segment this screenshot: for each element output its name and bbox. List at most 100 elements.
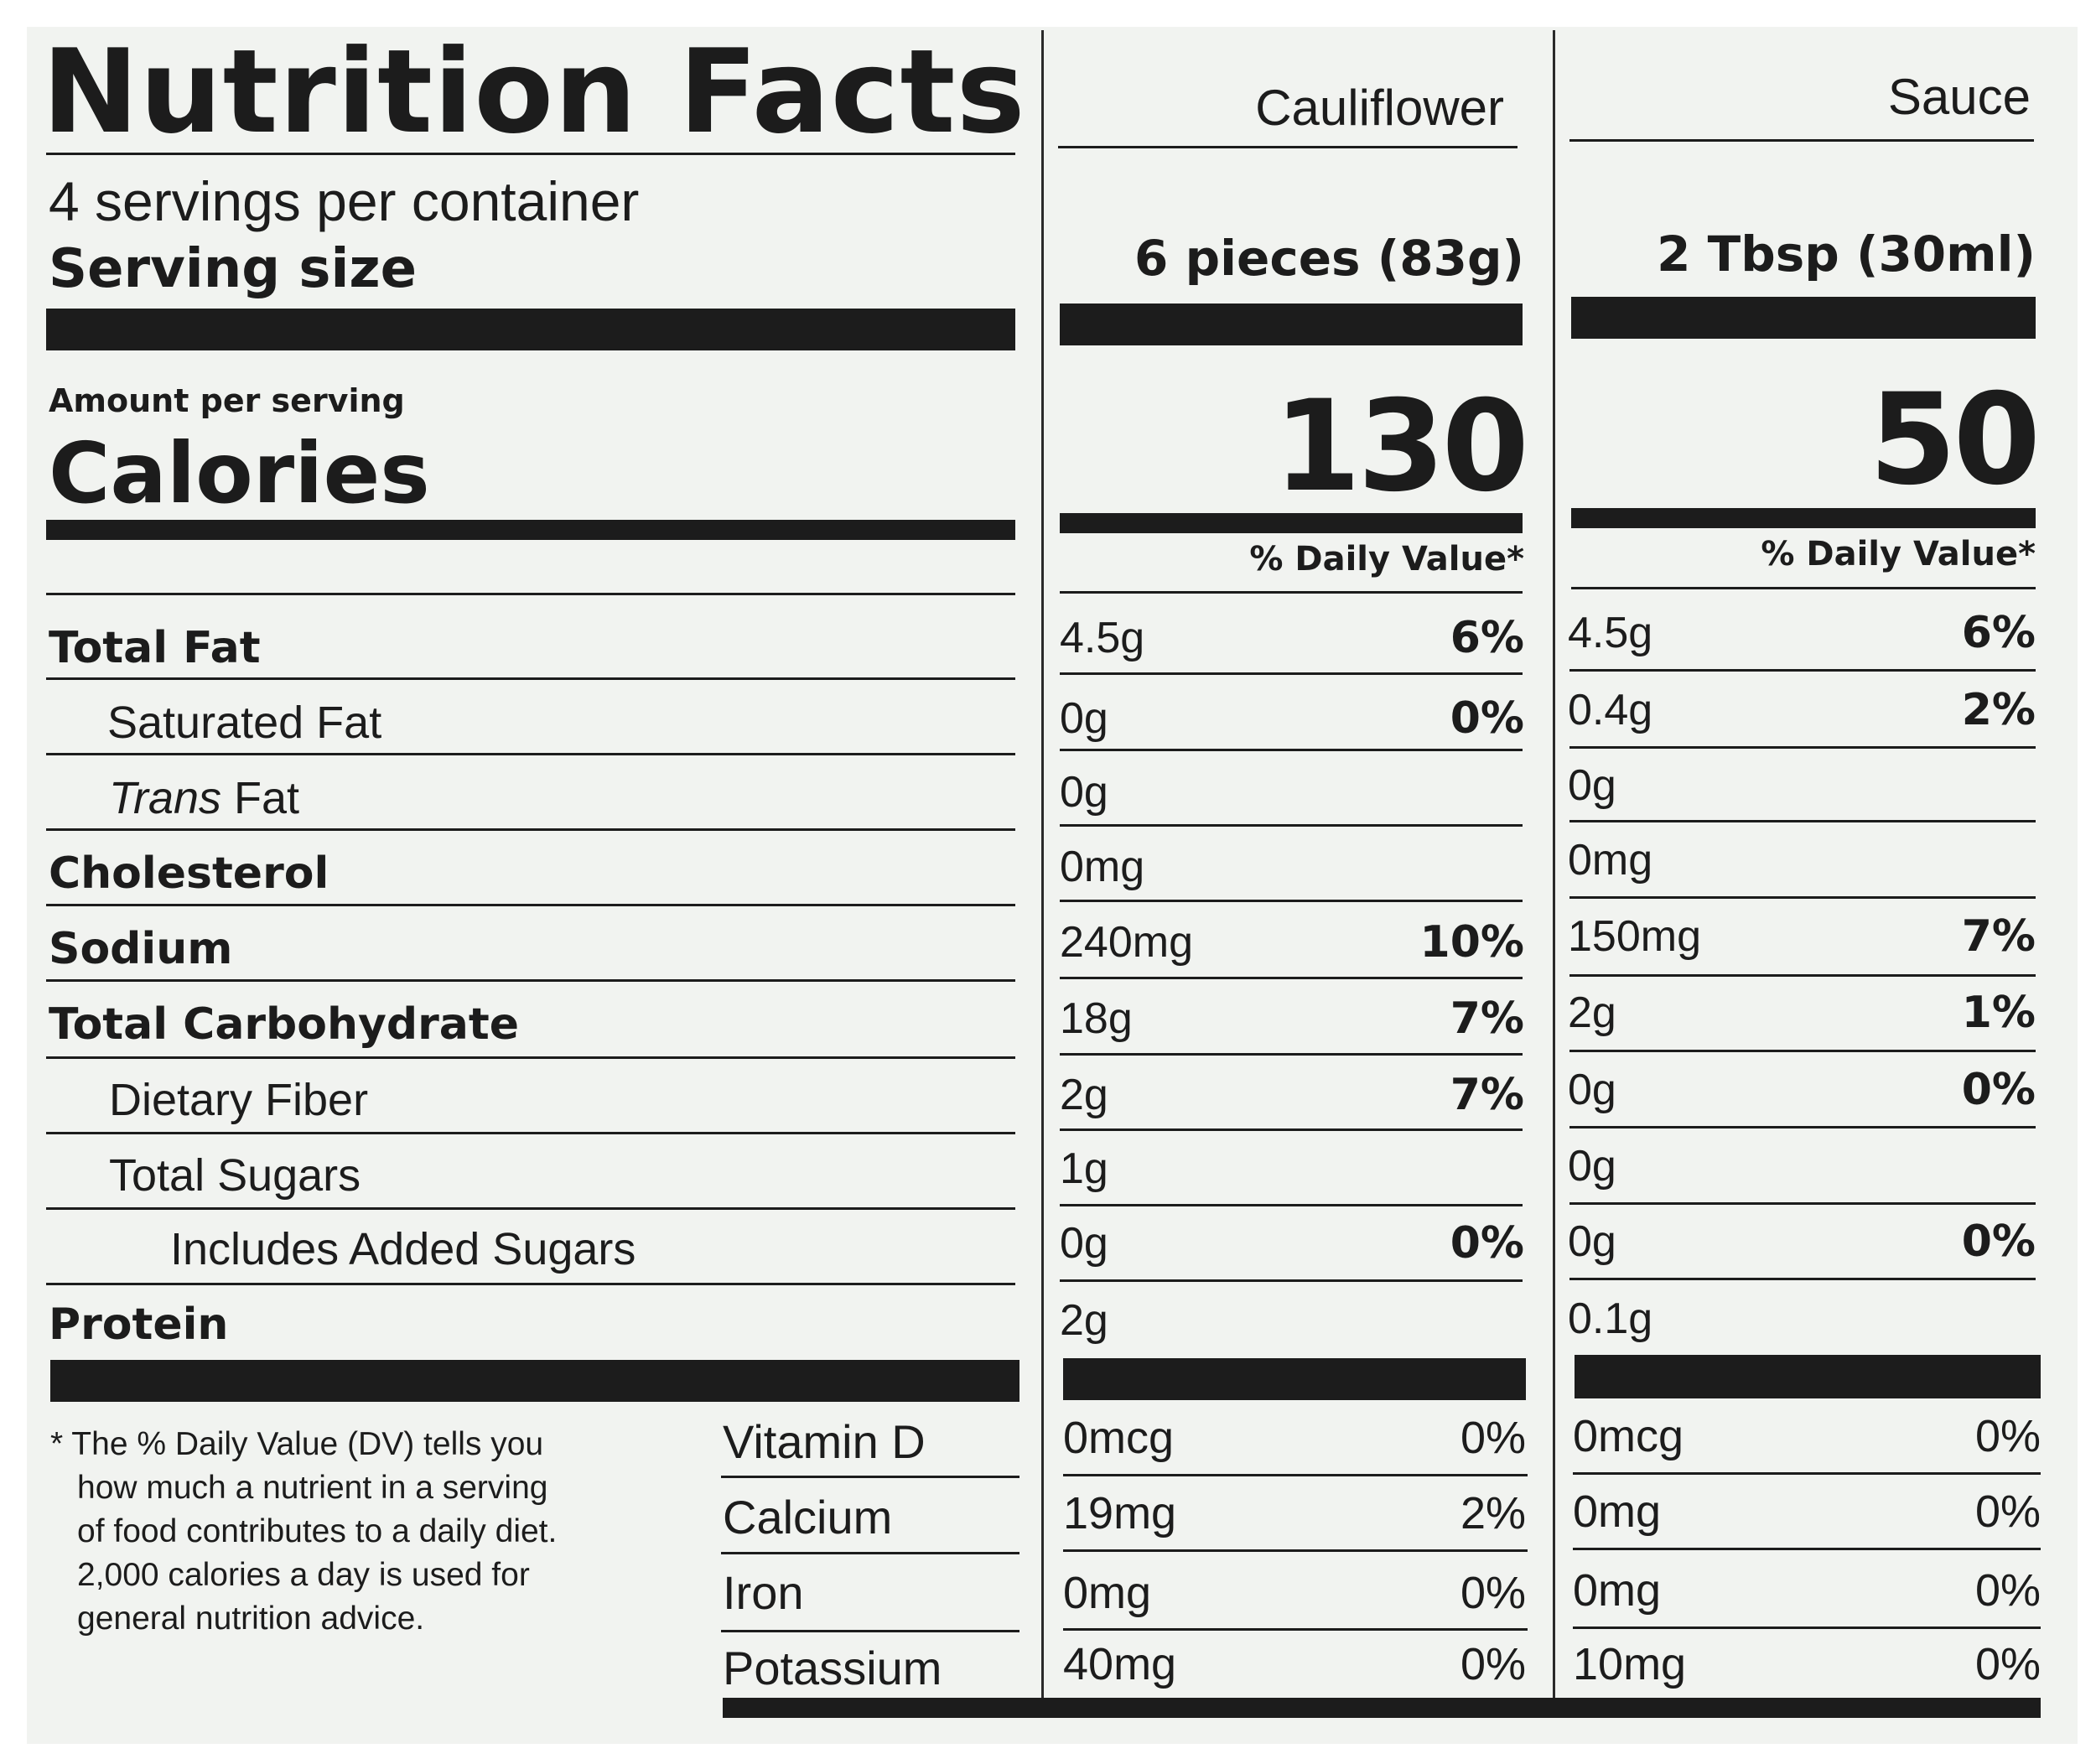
sauce-dv-header: % Daily Value* — [1761, 535, 2036, 573]
vitamin-rule — [1573, 1472, 2041, 1475]
vitamin-d-label: Vitamin D — [723, 1415, 926, 1468]
dietary-fiber-label: Dietary Fiber — [109, 1075, 369, 1125]
protein-thick-rule-left — [50, 1360, 1019, 1402]
sauce-total-fat-dv: 6% — [1961, 608, 2036, 658]
protein-thick-rule — [1063, 1358, 1526, 1400]
sauce-cholesterol-amount: 0mg — [1568, 836, 1653, 885]
iron-label: Iron — [723, 1566, 804, 1619]
row-rule — [1569, 820, 2036, 822]
sauce-vitamin-d-amount: 0mcg — [1573, 1411, 1684, 1461]
column-name-rule — [1058, 146, 1518, 148]
added-sugars-label: Includes Added Sugars — [170, 1224, 636, 1274]
row-rule — [1569, 1202, 2036, 1205]
cholesterol-label: Cholesterol — [49, 848, 329, 899]
row-rule — [46, 1283, 1015, 1285]
cauliflower-iron-amount: 0mg — [1063, 1568, 1152, 1618]
amount-per-serving: Amount per serving — [49, 382, 405, 419]
protein-thick-rule — [1575, 1355, 2041, 1398]
sauce-potassium-amount: 10mg — [1573, 1639, 1687, 1689]
row-rule — [46, 1132, 1015, 1134]
row-rule — [1060, 1128, 1523, 1131]
total-carbohydrate-label: Total Carbohydrate — [49, 999, 520, 1050]
sodium-label: Sodium — [49, 924, 233, 974]
sauce-column-name: Sauce — [1887, 69, 2031, 125]
cauliflower-dv-header: % Daily Value* — [1249, 540, 1524, 578]
calories-label: Calories — [49, 424, 430, 522]
row-rule — [46, 1207, 1015, 1210]
sauce-dietary-fiber-amount: 0g — [1568, 1066, 1616, 1114]
cauliflower-vitamin-d-amount: 0mcg — [1063, 1413, 1175, 1463]
row-rule — [46, 677, 1015, 680]
total-sugars-label: Total Sugars — [109, 1150, 361, 1201]
footnote-line-1: * The % Daily Value (DV) tells you — [50, 1426, 544, 1462]
cauliflower-serving-size: 6 pieces (83g) — [1134, 230, 1524, 287]
cauliflower-total-carbohydrate-amount: 18g — [1060, 994, 1133, 1043]
cauliflower-total-fat-amount: 4.5g — [1060, 614, 1145, 662]
row-rule — [1060, 900, 1523, 902]
row-rule — [1060, 672, 1523, 675]
cauliflower-calcium-amount: 19mg — [1063, 1488, 1177, 1538]
cauliflower-total-sugars-amount: 1g — [1060, 1144, 1108, 1193]
row-rule — [1569, 896, 2036, 899]
row-rule — [1569, 974, 2036, 977]
vitamin-rule — [721, 1476, 1019, 1478]
footnote-line-2: how much a nutrient in a serving — [77, 1470, 548, 1506]
bottom-thick-rule — [723, 1698, 2041, 1718]
sauce-total-sugars-amount: 0g — [1568, 1142, 1616, 1191]
vitamin-rule — [1573, 1548, 2041, 1550]
calories-thick-rule — [1060, 513, 1523, 533]
cauliflower-trans-fat-amount: 0g — [1060, 768, 1108, 817]
potassium-label: Potassium — [723, 1642, 942, 1694]
cauliflower-saturated-fat-amount: 0g — [1060, 694, 1108, 743]
row-rule — [46, 1056, 1015, 1059]
sauce-added-sugars-dv: 0% — [1961, 1217, 2036, 1267]
total-fat-label: Total Fat — [49, 623, 261, 673]
protein-label: Protein — [49, 1300, 229, 1350]
sauce-vitamin-d-dv: 0% — [1974, 1411, 2041, 1461]
vitamin-rule — [1573, 1627, 2041, 1629]
saturated-fat-label: Saturated Fat — [107, 698, 382, 748]
sauce-serving-size: 2 Tbsp (30ml) — [1657, 226, 2036, 283]
sauce-saturated-fat-dv: 2% — [1961, 685, 2036, 735]
footnote-line-5: general nutrition advice. — [77, 1601, 425, 1637]
column-divider-left — [1041, 30, 1044, 1699]
vitamin-rule — [1063, 1628, 1528, 1631]
sauce-calcium-amount: 0mg — [1573, 1486, 1662, 1537]
row-rule — [1060, 749, 1523, 751]
row-rule — [1569, 746, 2036, 749]
serving-size-label: Serving size — [49, 238, 418, 300]
servings-per-container: 4 servings per container — [49, 170, 640, 232]
row-rule — [46, 753, 1015, 755]
cauliflower-protein-amount: 2g — [1060, 1296, 1108, 1345]
cauliflower-potassium-dv: 0% — [1460, 1639, 1526, 1689]
vitamin-rule — [1063, 1549, 1528, 1552]
sauce-iron-dv: 0% — [1974, 1565, 2041, 1616]
vitamin-rule — [721, 1552, 1019, 1554]
cauliflower-calories: 130 — [1273, 374, 1529, 520]
row-rule — [46, 828, 1015, 831]
cauliflower-sodium-amount: 240mg — [1060, 918, 1193, 967]
sauce-iron-amount: 0mg — [1573, 1565, 1662, 1616]
vitamin-rule — [1063, 1474, 1528, 1476]
vitamin-rule — [721, 1630, 1019, 1632]
sauce-added-sugars-amount: 0g — [1568, 1217, 1616, 1266]
cauliflower-column-name: Cauliflower — [1255, 80, 1504, 136]
footnote-line-4: 2,000 calories a day is used for — [77, 1557, 530, 1593]
sauce-protein-amount: 0.1g — [1568, 1294, 1653, 1343]
sauce-calcium-dv: 0% — [1974, 1486, 2041, 1537]
row-rule — [1060, 1279, 1523, 1282]
calcium-label: Calcium — [723, 1491, 893, 1544]
cauliflower-potassium-amount: 40mg — [1063, 1639, 1177, 1689]
row-rule — [46, 904, 1015, 906]
cauliflower-added-sugars-amount: 0g — [1060, 1219, 1108, 1268]
sauce-calories: 50 — [1869, 367, 2041, 513]
cauliflower-iron-dv: 0% — [1460, 1568, 1526, 1618]
column-name-rule — [1569, 139, 2034, 142]
row-rule — [1569, 669, 2036, 672]
label-title: Nutrition Facts — [42, 24, 1026, 159]
cauliflower-vitamin-d-dv: 0% — [1460, 1413, 1526, 1463]
sauce-total-carbohydrate-dv: 1% — [1961, 988, 2036, 1038]
cauliflower-total-fat-dv: 6% — [1450, 613, 1524, 663]
sauce-total-carbohydrate-amount: 2g — [1568, 988, 1616, 1037]
serving-thick-rule — [1060, 304, 1523, 345]
